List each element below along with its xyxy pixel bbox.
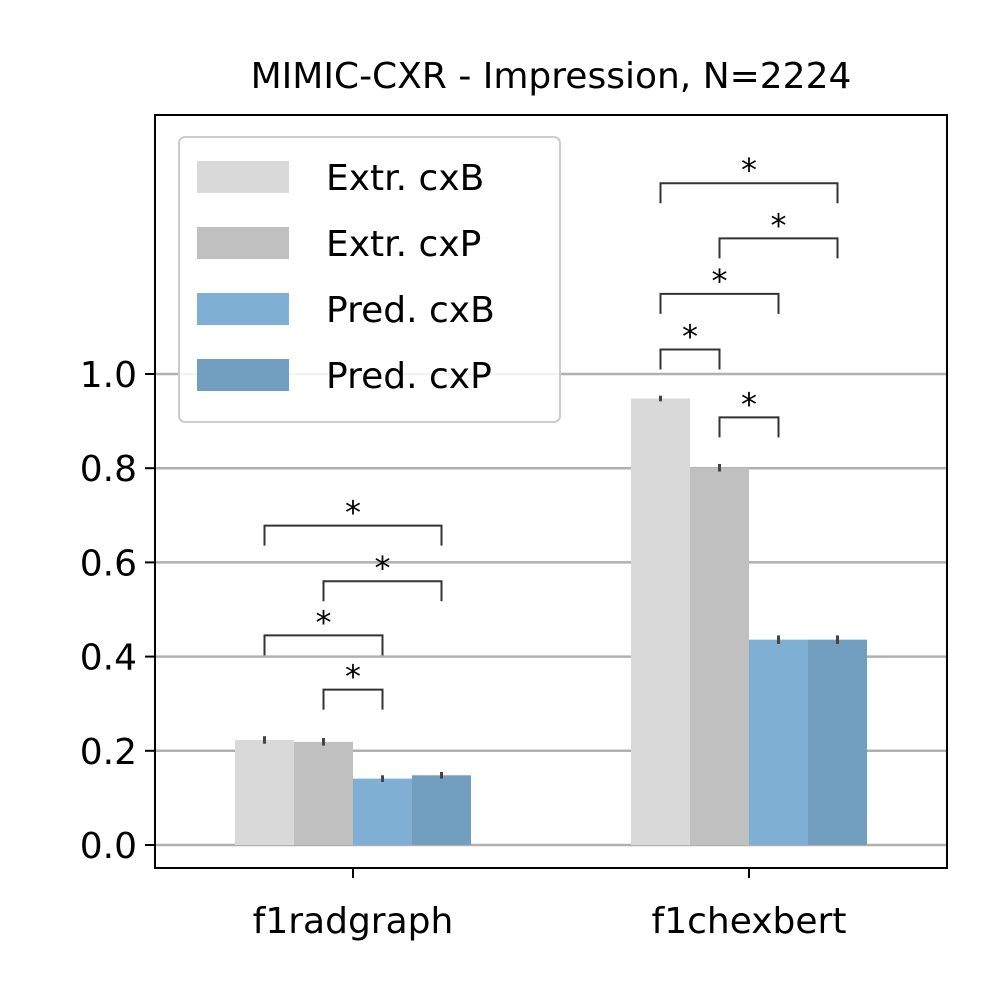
y-axis: 0.0 0.2 0.4 0.6 0.8 1.0 — [80, 355, 155, 867]
legend-swatch — [197, 359, 289, 391]
bars — [235, 398, 867, 845]
x-tick-label: f1radgraph — [253, 901, 454, 942]
significance-bracket — [263, 524, 443, 546]
legend-label: Extr. cxB — [326, 158, 484, 199]
significance-label: * — [741, 151, 757, 189]
error-bars — [263, 395, 839, 782]
y-tick-label: 0.4 — [80, 638, 137, 679]
significance-label: * — [771, 206, 787, 244]
significance-bracket — [718, 237, 839, 259]
legend-swatch — [197, 161, 289, 193]
legend-swatch — [197, 293, 289, 325]
bar — [749, 639, 808, 845]
bar — [690, 467, 749, 845]
y-tick-label: 0.2 — [80, 732, 137, 773]
x-tick-label: f1chexbert — [652, 901, 847, 942]
legend-label: Pred. cxP — [326, 356, 492, 397]
significance-bracket — [263, 634, 384, 656]
bar — [294, 741, 353, 845]
bar — [808, 639, 867, 845]
y-tick-label: 1.0 — [80, 355, 137, 396]
significance-bracket — [322, 688, 384, 710]
plot-frame — [154, 114, 948, 869]
bar — [631, 398, 690, 845]
significance-bracket — [322, 580, 443, 602]
significance-bracket — [659, 182, 839, 204]
x-axis: f1radgraph f1chexbert — [253, 868, 847, 942]
significance-label: * — [375, 549, 391, 587]
y-tick-label: 0.6 — [80, 543, 137, 584]
y-tick-label: 0.0 — [80, 826, 137, 867]
significance-bracket — [659, 292, 780, 314]
significance-label: * — [345, 658, 361, 696]
bar — [353, 778, 412, 845]
significance-bracket — [659, 348, 721, 370]
significance-label: * — [712, 262, 728, 300]
y-tick-label: 0.8 — [80, 449, 137, 490]
significance-bracket — [718, 416, 780, 438]
legend-label: Pred. cxB — [326, 290, 495, 331]
legend: Extr. cxB Extr. cxP Pred. cxB Pred. cxP — [178, 136, 561, 423]
legend-box — [178, 136, 561, 423]
significance-label: * — [741, 385, 757, 423]
significance-label: * — [316, 603, 332, 641]
significance-label: * — [345, 494, 361, 532]
significance-label: * — [682, 318, 698, 356]
chart-title: MIMIC-CXR - Impression, N=2224 — [251, 56, 852, 97]
legend-label: Extr. cxP — [326, 224, 481, 265]
significance-brackets: * * * * * * * * * — [263, 151, 839, 710]
bar — [235, 739, 294, 845]
bar — [412, 775, 471, 845]
legend-swatch — [197, 227, 289, 259]
